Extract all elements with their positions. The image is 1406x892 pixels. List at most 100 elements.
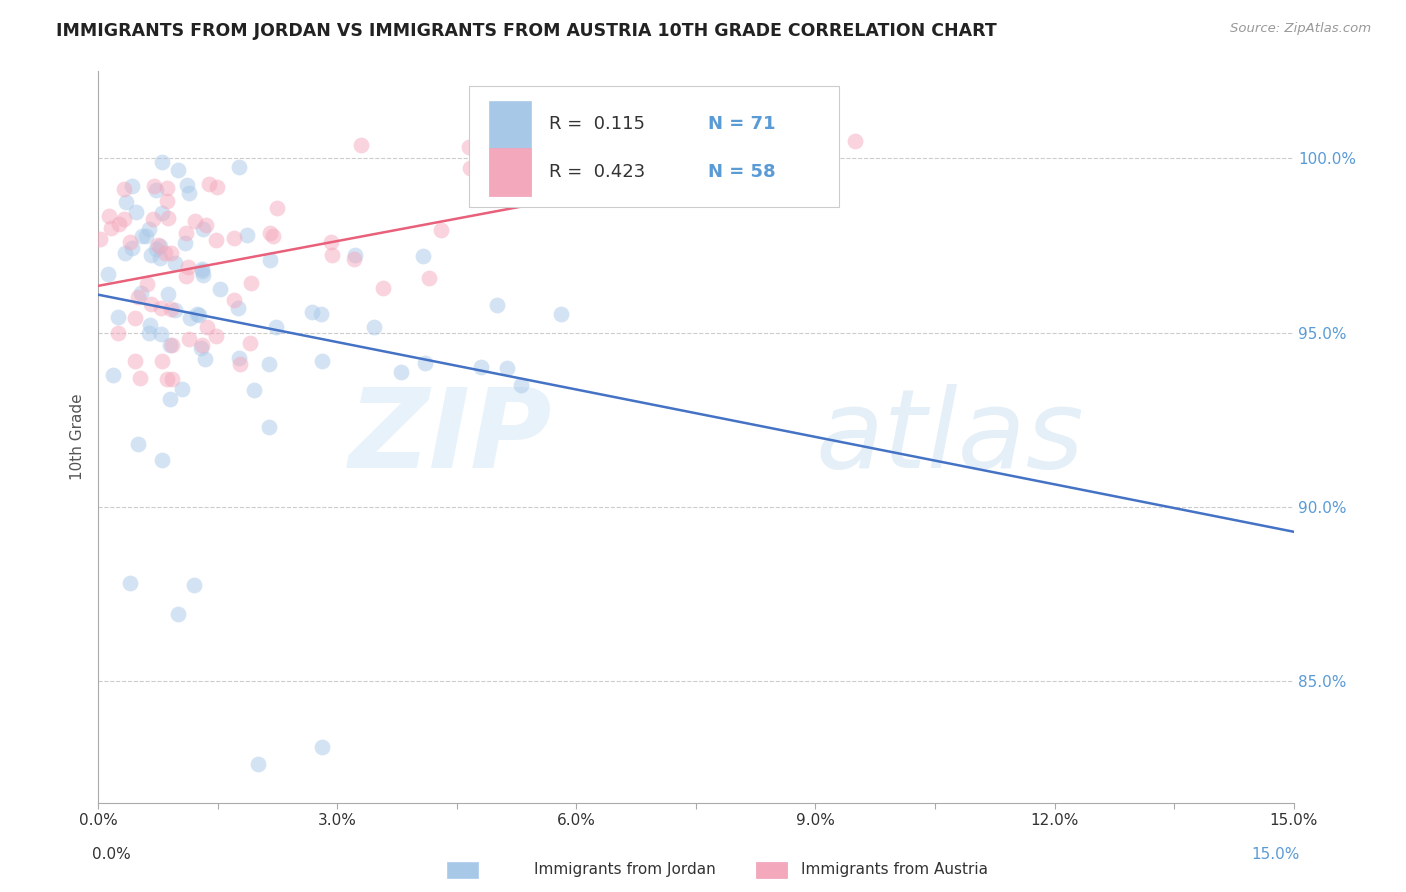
Point [100,221,122,235]
Point [373,280,395,294]
Text: Immigrants from Jordan: Immigrants from Jordan [534,863,716,877]
Point [205,233,228,247]
Point [177,332,200,346]
Point [228,161,250,175]
Point [205,329,228,343]
Point [157,286,180,301]
Point [124,311,146,326]
Point [209,282,232,296]
Point [184,214,207,228]
Point [101,368,124,382]
Point [179,186,201,200]
Point [460,161,482,176]
Point [145,183,167,197]
Point [243,383,266,397]
Point [165,256,187,270]
Point [112,182,135,196]
FancyBboxPatch shape [470,86,839,207]
Point [127,437,149,451]
Point [259,252,281,267]
Point [138,222,160,236]
Point [363,319,385,334]
Point [97,267,120,281]
Point [121,241,143,255]
Point [485,298,508,312]
Point [228,357,250,371]
Text: N = 71: N = 71 [709,115,776,133]
Point [145,242,167,256]
Point [135,277,157,292]
Point [121,178,143,193]
Point [222,231,245,245]
Point [301,305,323,319]
Point [191,264,214,278]
Point [155,181,177,195]
Point [157,211,180,225]
Point [129,371,152,385]
Point [198,178,221,192]
Point [257,357,280,371]
Point [191,338,214,352]
Point [115,194,138,209]
Point [149,251,172,265]
Point [139,318,162,332]
Text: ZIP: ZIP [349,384,553,491]
Point [311,740,333,755]
Point [98,209,121,223]
Y-axis label: 10th Grade: 10th Grade [70,393,86,481]
Point [125,204,148,219]
Point [193,268,215,282]
Point [550,307,572,321]
Text: 15.0%: 15.0% [1251,847,1299,862]
Point [321,248,343,262]
Point [138,326,160,341]
Point [191,222,214,236]
Point [160,246,183,260]
Point [187,308,209,322]
Point [236,228,259,243]
Point [350,137,373,152]
Point [150,452,173,467]
Point [160,338,183,352]
Point [412,249,434,263]
Point [222,293,245,308]
Point [389,365,412,379]
Point [114,212,136,227]
Point [344,248,367,262]
Point [107,326,129,340]
Point [262,229,284,244]
Text: Immigrants from Austria: Immigrants from Austria [801,863,988,877]
Point [458,140,481,154]
Point [124,354,146,368]
Point [495,361,517,376]
Point [156,194,179,209]
Point [311,353,333,368]
Point [266,202,288,216]
Point [239,276,262,290]
Point [165,302,187,317]
Point [127,290,149,304]
Point [146,238,169,252]
Point [205,179,228,194]
Point [160,372,183,386]
Point [430,223,453,237]
Point [120,235,142,249]
Point [107,310,129,325]
Point [149,239,172,253]
Point [89,232,111,246]
Text: atlas: atlas [815,384,1084,491]
Point [246,757,269,772]
Text: 0.0%: 0.0% [93,847,131,862]
Point [108,217,131,231]
Text: R =  0.115: R = 0.115 [548,115,645,133]
Point [131,228,153,243]
Point [179,310,201,325]
Point [257,420,280,434]
Point [150,326,173,341]
Point [159,337,181,351]
Point [509,377,531,392]
Point [264,320,287,334]
Point [167,163,190,178]
Point [413,356,436,370]
FancyBboxPatch shape [489,148,531,195]
